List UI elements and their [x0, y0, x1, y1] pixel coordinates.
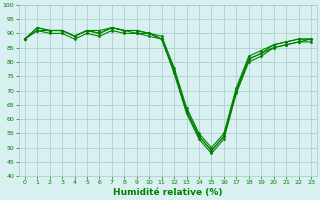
X-axis label: Humidité relative (%): Humidité relative (%) — [113, 188, 223, 197]
